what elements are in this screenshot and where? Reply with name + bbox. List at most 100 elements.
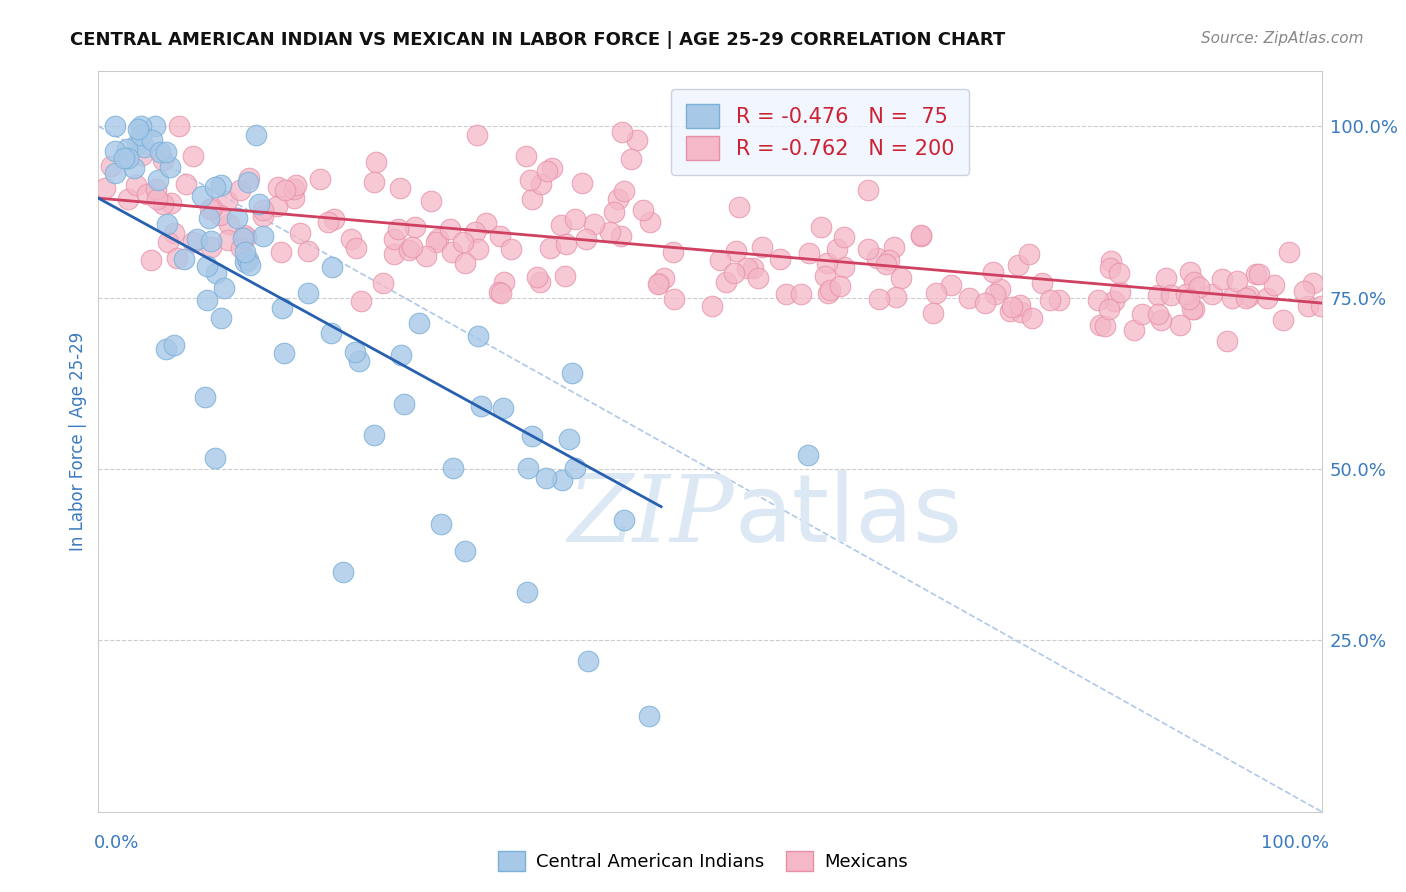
Point [741, 260, 763, 275]
Point [183, 148, 205, 162]
Point [266, 198, 288, 212]
Point [1010, 298, 1032, 312]
Point [558, 432, 581, 446]
Point [981, 265, 1004, 279]
Point [716, 275, 738, 289]
Point [149, 145, 172, 160]
Point [1098, 301, 1121, 316]
Point [652, 270, 675, 285]
Point [233, 254, 256, 268]
Point [309, 172, 332, 186]
Point [702, 299, 724, 313]
Point [163, 227, 186, 241]
Point [515, 149, 537, 163]
Point [551, 473, 574, 487]
Point [439, 222, 461, 236]
Point [389, 347, 412, 361]
Point [363, 428, 385, 442]
Point [1188, 279, 1211, 293]
Point [430, 516, 453, 531]
Point [1147, 307, 1170, 321]
Point [1201, 287, 1223, 301]
Point [1182, 302, 1205, 317]
Point [775, 287, 797, 301]
Point [1147, 288, 1170, 302]
Point [245, 128, 267, 142]
Point [218, 217, 240, 231]
Point [252, 203, 274, 218]
Point [998, 304, 1021, 318]
Point [554, 269, 576, 284]
Point [350, 293, 373, 308]
Point [1292, 284, 1315, 298]
Point [769, 252, 792, 267]
Point [1234, 292, 1257, 306]
Point [797, 246, 820, 260]
Point [1088, 318, 1111, 333]
Point [129, 128, 152, 142]
Point [475, 216, 498, 230]
Point [883, 239, 905, 253]
Point [1278, 245, 1301, 260]
Point [117, 192, 139, 206]
Point [810, 219, 832, 234]
Point [198, 211, 221, 225]
Point [910, 228, 932, 243]
Point [239, 258, 262, 272]
Point [1149, 313, 1171, 327]
Point [186, 231, 208, 245]
Point [152, 197, 174, 211]
Point [160, 195, 183, 210]
Point [858, 183, 880, 197]
Point [564, 211, 586, 226]
Point [332, 565, 354, 579]
Point [1007, 258, 1029, 272]
Point [957, 291, 980, 305]
Point [648, 276, 671, 290]
Point [1108, 266, 1130, 280]
Point [988, 282, 1011, 296]
Point [200, 240, 222, 254]
Point [209, 310, 232, 325]
Point [1154, 271, 1177, 285]
Point [155, 145, 177, 159]
Point [100, 159, 122, 173]
Point [637, 708, 661, 723]
Point [200, 234, 222, 248]
Point [388, 180, 411, 194]
Point [404, 219, 426, 234]
Point [104, 119, 127, 133]
Point [735, 261, 758, 276]
Point [818, 283, 841, 297]
Point [610, 228, 633, 243]
Legend: R = -0.476   N =  75, R = -0.762   N = 200: R = -0.476 N = 75, R = -0.762 N = 200 [671, 89, 969, 175]
Point [626, 133, 648, 147]
Point [233, 245, 256, 260]
Point [215, 194, 238, 208]
Point [141, 253, 163, 268]
Point [205, 266, 228, 280]
Point [129, 119, 152, 133]
Point [526, 270, 548, 285]
Point [1047, 293, 1070, 308]
Point [515, 585, 537, 599]
Point [115, 142, 138, 156]
Point [575, 232, 598, 246]
Point [974, 296, 997, 310]
Point [270, 301, 292, 315]
Point [382, 247, 405, 261]
Point [273, 183, 295, 197]
Point [825, 242, 848, 256]
Point [425, 235, 447, 250]
Point [131, 148, 153, 162]
Point [583, 218, 606, 232]
Point [297, 244, 319, 258]
Point [890, 271, 912, 285]
Point [1018, 246, 1040, 260]
Point [1104, 293, 1126, 308]
Point [489, 285, 512, 300]
Point [181, 235, 204, 249]
Point [208, 208, 231, 222]
Point [751, 240, 773, 254]
Point [599, 225, 621, 239]
